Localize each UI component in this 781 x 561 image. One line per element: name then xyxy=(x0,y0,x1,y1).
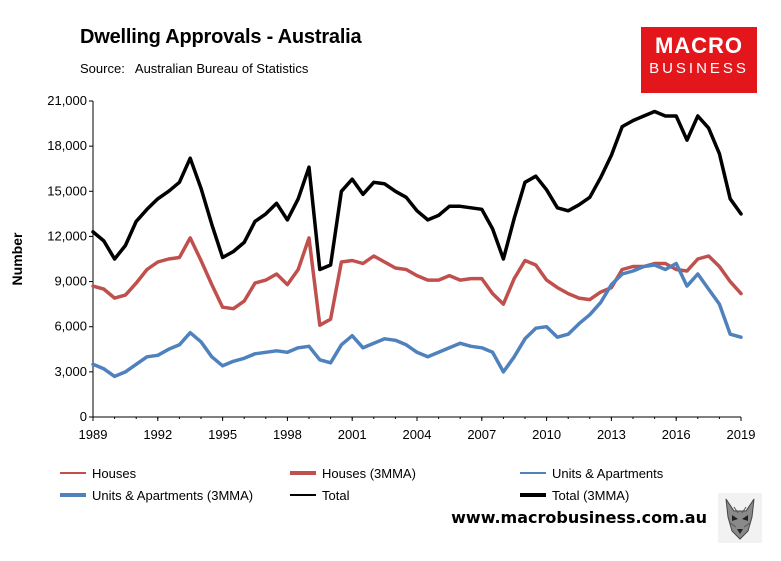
legend-item: Total xyxy=(290,485,349,505)
source-label: Source: xyxy=(80,61,125,76)
x-tick-label: 2016 xyxy=(662,427,691,442)
series-line-units-apartments-3mma xyxy=(91,261,743,379)
series-line-houses-3mma xyxy=(91,236,743,327)
x-tick-label: 2019 xyxy=(727,427,756,442)
line-chart: 0 3,000 6,000 9,000 12,000 15,000 18,000 21,000… xyxy=(9,93,756,442)
y-tick-label: 9,000 xyxy=(54,274,87,289)
legend-label: Total (3MMA) xyxy=(552,487,630,503)
x-tick-label: 2004 xyxy=(403,427,432,442)
x-tick-label: 2013 xyxy=(597,427,626,442)
website-url: www.macrobusiness.com.au xyxy=(451,508,707,527)
legend-item: Houses xyxy=(60,463,136,483)
y-tick-label: 3,000 xyxy=(54,364,87,379)
y-axis-label: Number xyxy=(9,232,25,285)
source-text: Australian Bureau of Statistics xyxy=(134,61,309,76)
legend-label: Houses (3MMA) xyxy=(322,465,416,481)
legend-label: Units & Apartments xyxy=(552,465,664,481)
legend: Houses Houses (3MMA) Units & Apartments Uni… xyxy=(0,458,781,508)
legend-item: Houses (3MMA) xyxy=(290,463,416,483)
x-tick-label: 1989 xyxy=(79,427,108,442)
wolf-icon xyxy=(718,493,762,543)
macrobusiness-logo: MACRO BUSINESS xyxy=(641,27,757,93)
x-tick-label: 1998 xyxy=(273,427,302,442)
chart-title: Dwelling Approvals - Australia xyxy=(80,26,362,48)
x-tick-label: 2010 xyxy=(532,427,561,442)
y-tick-label: 15,000 xyxy=(47,183,87,198)
legend-swatch xyxy=(60,472,86,474)
source-line: Source: Australian Bureau of Statistics xyxy=(80,61,308,76)
y-tick-label: 0 xyxy=(80,409,87,424)
series-line-units-apartments xyxy=(92,263,742,377)
series-line-houses xyxy=(92,237,742,326)
y-tick-label: 18,000 xyxy=(47,138,87,153)
legend-swatch xyxy=(60,493,86,497)
legend-item: Units & Apartments (3MMA) xyxy=(60,485,253,505)
legend-label: Total xyxy=(322,487,350,503)
logo-line2: BUSINESS xyxy=(649,60,749,77)
y-tick-label: 12,000 xyxy=(47,228,87,243)
y-tick-label: 21,000 xyxy=(47,93,87,108)
legend-swatch xyxy=(520,472,546,474)
legend-item: Units & Apartments xyxy=(520,463,663,483)
legend-swatch xyxy=(290,494,316,496)
x-tick-label: 1992 xyxy=(143,427,172,442)
legend-label: Units & Apartments (3MMA) xyxy=(92,487,254,503)
legend-swatch xyxy=(290,471,316,475)
y-tick-label: 6,000 xyxy=(54,319,87,334)
legend-swatch xyxy=(520,493,546,497)
x-tick-label: 2007 xyxy=(467,427,496,442)
legend-label: Houses xyxy=(92,465,137,481)
series-line-total xyxy=(92,111,742,270)
legend-item: Total (3MMA) xyxy=(520,485,629,505)
x-tick-label: 1995 xyxy=(208,427,237,442)
x-tick-label: 2001 xyxy=(338,427,367,442)
series-line-total-3mma xyxy=(91,109,743,272)
logo-line1: MACRO xyxy=(654,33,744,58)
